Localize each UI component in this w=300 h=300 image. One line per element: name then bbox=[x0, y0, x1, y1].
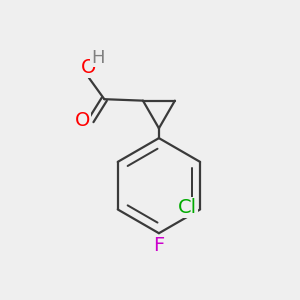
Text: O: O bbox=[81, 58, 96, 76]
Text: F: F bbox=[153, 236, 164, 255]
Text: H: H bbox=[91, 49, 104, 67]
Text: Cl: Cl bbox=[178, 199, 197, 218]
Text: O: O bbox=[75, 111, 90, 130]
